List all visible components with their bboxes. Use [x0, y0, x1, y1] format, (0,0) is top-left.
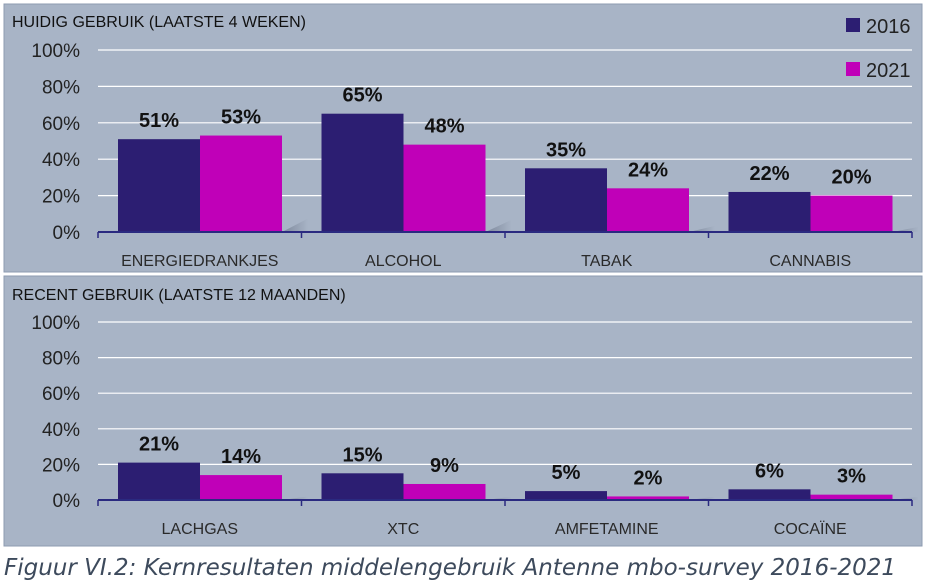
- chart2-bar-2016-cocaïne: [728, 489, 811, 500]
- chart2-category-label: AMFETAMINE: [555, 521, 659, 538]
- figure-caption: Figuur VI.2: Kernresultaten middelengebr…: [4, 555, 897, 581]
- chart1-bar-2016-energiedrankjes: [118, 139, 200, 232]
- chart1-title: HUIDIG GEBRUIK (LAATSTE 4 WEKEN): [12, 14, 306, 31]
- chart1-data-label: 24%: [628, 159, 668, 181]
- chart2-category-label: XTC: [387, 521, 419, 538]
- chart1-bar-2021-alcohol: [403, 144, 486, 232]
- chart1-bar-shadow: [689, 225, 715, 232]
- chart1-y-tick-label: 20%: [42, 187, 80, 208]
- chart2-bar-2016-amfetamine: [525, 491, 607, 500]
- chart1-data-label: 35%: [546, 139, 586, 161]
- chart2-y-tick-label: 100%: [31, 313, 80, 334]
- chart1-legend-swatch-2021: [846, 62, 860, 76]
- chart2-data-label: 14%: [221, 446, 261, 468]
- chart1-y-tick-label: 60%: [42, 114, 80, 135]
- chart1-data-label: 53%: [221, 107, 261, 129]
- chart1-bar-2016-alcohol: [321, 113, 404, 232]
- chart2-data-label: 6%: [755, 460, 784, 482]
- chart1-category-label: ALCOHOL: [365, 253, 442, 270]
- chart1-data-label: 48%: [424, 116, 464, 138]
- chart1-bar-shadow: [282, 218, 308, 232]
- chart2-bar-2021-amfetamine: [607, 496, 689, 500]
- chart2-data-label: 3%: [837, 466, 866, 488]
- chart2-y-tick-label: 80%: [42, 349, 80, 370]
- chart2-y-tick-label: 0%: [53, 491, 81, 512]
- chart1-y-tick-label: 0%: [53, 223, 81, 244]
- chart2-bar-2021-cocaïne: [810, 494, 893, 500]
- chart1-y-tick-label: 100%: [31, 41, 80, 62]
- chart2-data-label: 21%: [139, 434, 179, 456]
- chart1-bar-2016-tabak: [525, 168, 607, 232]
- chart1-category-label: CANNABIS: [769, 253, 851, 270]
- chart1-y-tick-label: 80%: [42, 77, 80, 98]
- chart1-bar-shadow: [485, 219, 512, 232]
- chart2-y-tick-label: 40%: [42, 420, 80, 441]
- chart1-legend-label-2021: 2021: [866, 60, 911, 82]
- chart1-bar-2016-cannabis: [728, 191, 811, 232]
- chart1-data-label: 51%: [139, 110, 179, 132]
- chart2-title: RECENT GEBRUIK (LAATSTE 12 MAANDEN): [12, 287, 346, 304]
- chart2-data-label: 15%: [342, 444, 382, 466]
- chart2-data-label: 2%: [634, 467, 663, 489]
- chart1-bar-2021-tabak: [607, 188, 689, 232]
- chart2-y-tick-label: 60%: [42, 384, 80, 405]
- chart2-y-tick-label: 20%: [42, 455, 80, 476]
- chart2-bar-2016-lachgas: [118, 462, 200, 500]
- chart1-category-label: TABAK: [581, 253, 633, 270]
- chart1-bar-2021-cannabis: [810, 195, 893, 232]
- chart1-category-label: ENERGIEDRANKJES: [121, 253, 278, 270]
- chart1-legend-label-2016: 2016: [866, 16, 911, 38]
- chart2-panel-background: [3, 275, 923, 547]
- chart2-data-label: 9%: [430, 455, 459, 477]
- chart1-bar-shadow: [892, 226, 919, 232]
- chart1-y-tick-label: 40%: [42, 150, 80, 171]
- chart2-category-label: COCAÏNE: [774, 520, 847, 538]
- chart2-bar-2016-xtc: [321, 473, 404, 500]
- chart1-data-label: 22%: [749, 163, 789, 185]
- chart2-bar-2021-xtc: [403, 483, 486, 500]
- chart1-bar-2021-energiedrankjes: [200, 135, 282, 232]
- chart2-bar-2021-lachgas: [200, 475, 282, 500]
- chart1-data-label: 20%: [831, 167, 871, 189]
- chart2-data-label: 5%: [552, 462, 581, 484]
- figure: HUIDIG GEBRUIK (LAATSTE 4 WEKEN) 0% 20% 40%…: [3, 3, 923, 547]
- chart1-legend-swatch-2016: [846, 18, 860, 32]
- chart2-category-label: LACHGAS: [162, 521, 238, 538]
- chart1-data-label: 65%: [342, 85, 382, 107]
